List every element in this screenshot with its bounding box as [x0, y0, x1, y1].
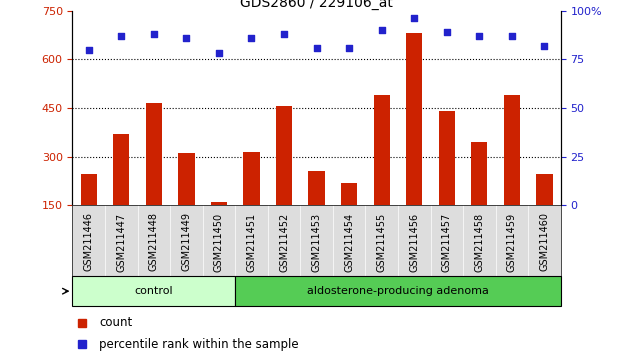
Text: GSM211460: GSM211460	[539, 212, 549, 272]
Text: control: control	[135, 286, 173, 296]
Point	[181, 35, 192, 41]
Text: GSM211449: GSM211449	[181, 212, 192, 272]
Title: GDS2860 / 229106_at: GDS2860 / 229106_at	[240, 0, 393, 10]
Bar	[536, 175, 553, 254]
Point	[410, 16, 420, 21]
Bar	[211, 202, 227, 254]
Text: percentile rank within the sample: percentile rank within the sample	[100, 338, 299, 351]
Point	[377, 27, 387, 33]
Text: GSM211456: GSM211456	[410, 212, 419, 272]
Text: GSM211457: GSM211457	[442, 212, 452, 272]
Bar	[276, 106, 292, 254]
Text: GSM211448: GSM211448	[149, 212, 159, 272]
Text: GSM211451: GSM211451	[246, 212, 256, 272]
Point	[84, 47, 94, 52]
Point	[507, 33, 517, 39]
Bar	[438, 111, 455, 254]
Bar	[504, 95, 520, 254]
Point	[149, 31, 159, 37]
Text: GSM211455: GSM211455	[377, 212, 387, 272]
Text: GSM211452: GSM211452	[279, 212, 289, 272]
Text: GSM211447: GSM211447	[117, 212, 126, 272]
Bar	[81, 175, 97, 254]
Bar	[72, 276, 235, 306]
Bar	[178, 153, 195, 254]
Point	[312, 45, 322, 50]
Point	[246, 35, 256, 41]
Point	[442, 29, 452, 35]
Bar	[341, 183, 357, 254]
Bar	[235, 276, 561, 306]
Text: GSM211458: GSM211458	[474, 212, 484, 272]
Bar	[113, 134, 129, 254]
Point	[474, 33, 484, 39]
Bar	[406, 33, 422, 254]
Point	[279, 31, 289, 37]
Point	[344, 45, 354, 50]
Bar	[309, 171, 324, 254]
Text: GSM211459: GSM211459	[507, 212, 517, 272]
Text: GSM211453: GSM211453	[312, 212, 321, 272]
Bar	[146, 103, 162, 254]
Point	[214, 51, 224, 56]
Bar	[374, 95, 390, 254]
Text: count: count	[100, 316, 132, 330]
Point	[116, 33, 126, 39]
Text: aldosterone-producing adenoma: aldosterone-producing adenoma	[307, 286, 489, 296]
Text: GSM211446: GSM211446	[84, 212, 94, 272]
Text: GSM211450: GSM211450	[214, 212, 224, 272]
Text: GSM211454: GSM211454	[344, 212, 354, 272]
Bar	[471, 142, 488, 254]
Bar	[243, 152, 260, 254]
Point	[539, 43, 549, 48]
